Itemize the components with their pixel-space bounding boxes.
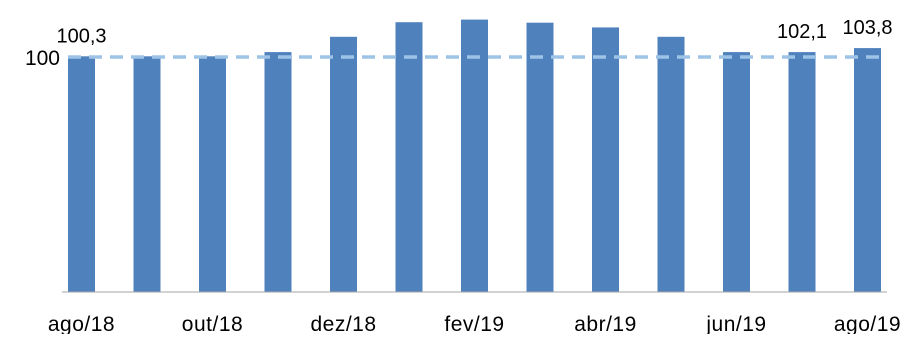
bar-jun-19 <box>723 52 750 292</box>
x-tick-label: out/18 <box>182 313 243 334</box>
x-tick-label: abr/19 <box>574 313 637 334</box>
bar-jul-19 <box>788 52 816 292</box>
bar-dez-18 <box>330 36 357 292</box>
bars-layer <box>68 19 881 293</box>
bar-nov-18 <box>264 52 292 292</box>
reference-line-label: 100 <box>25 47 60 70</box>
x-tick-label: ago/18 <box>48 313 115 334</box>
bar-abr-19 <box>592 27 619 293</box>
bar-out-18 <box>199 56 226 292</box>
x-tick-label: dez/18 <box>310 313 376 334</box>
data-label: 103,8 <box>842 17 892 39</box>
bar-mai-19 <box>657 36 685 292</box>
bar-fev-19 <box>461 19 488 292</box>
bar-jan-19 <box>395 22 423 292</box>
x-tick-label: ago/19 <box>834 313 901 334</box>
bar-ago-19 <box>854 48 881 292</box>
x-tick-label: fev/19 <box>444 313 504 334</box>
x-tick-label: jun/19 <box>705 313 766 334</box>
x-axis: ago/18 out/18 dez/18 fev/19 abr/19 jun/19 ago/… <box>48 291 901 336</box>
bar-set-18 <box>133 56 161 292</box>
data-label: 102,1 <box>777 21 827 43</box>
reference-line-layer: 100 <box>25 47 879 70</box>
data-label: 100,3 <box>56 25 106 47</box>
bar-mar-19 <box>526 22 554 292</box>
data-labels-layer: 100,3 102,1 103,8 <box>56 17 892 47</box>
bar-ago-18 <box>68 56 95 292</box>
